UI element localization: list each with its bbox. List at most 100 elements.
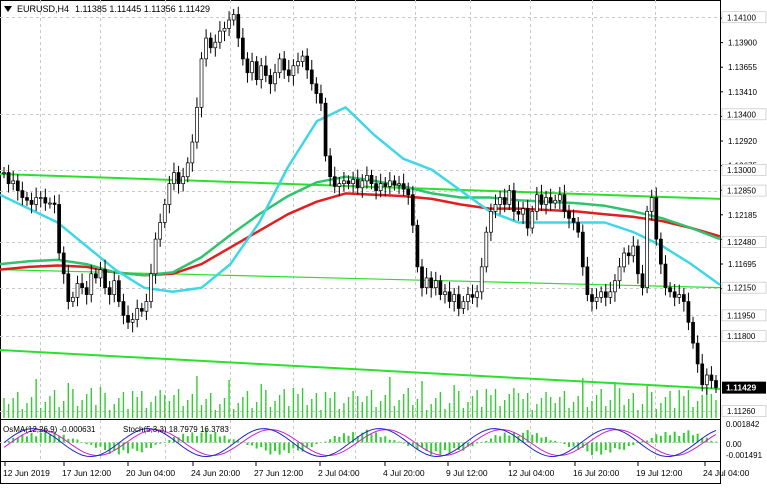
candle-body [204,37,208,60]
candle-body [640,273,645,289]
level-label: 1.13000 [727,166,756,175]
candle-body [691,321,695,344]
candle-body [608,291,613,298]
candle-body [695,342,700,365]
candle-body [66,273,71,302]
candle-body [507,190,512,205]
candle-body [43,197,48,204]
ohlc-values: 1.11385 1.11445 1.11356 1.11429 [75,4,210,14]
candle-body [663,263,668,289]
level-label-box [721,281,767,294]
candle-body [153,238,158,275]
level-label: 1.12850 [727,187,756,196]
candle-body [626,252,631,257]
candle-body [199,58,204,108]
candle-body [144,301,149,312]
level-label: 1.14100 [727,13,756,22]
osc-tick-label: 0.00 [726,440,742,449]
candle-body [672,291,677,298]
candle-body [365,174,369,182]
candle-body [126,315,130,323]
candle-body [323,102,328,157]
candle-body [512,190,516,212]
candle-body [34,197,39,205]
level-label: 1.13400 [727,110,756,119]
candle-body [378,183,383,191]
candle-body [590,294,594,302]
candle-body [84,287,89,295]
trendline [0,269,721,289]
candle-body [130,319,135,323]
candle-body [452,294,457,302]
candles [2,6,718,395]
candle-body [342,180,346,185]
candle-body [25,197,29,201]
price-tick-label: 1.12185 [728,211,757,220]
candle-body [567,211,571,219]
candle-body [530,211,535,229]
candle-body [80,283,84,289]
candle-body [337,183,342,187]
dropdown-triangle-icon[interactable] [4,6,12,12]
candle-body [309,69,314,85]
level-label-box [721,236,767,248]
candle-body [544,197,548,205]
candle-body [686,301,691,323]
candle-body [332,176,337,187]
price-tick-label: 1.13655 [728,63,757,72]
candle-body [346,180,351,185]
candle-body [466,294,470,302]
candle-body [438,280,443,295]
candle-body [29,199,34,205]
candle-body [585,266,590,295]
candle-body [213,41,218,49]
candle-body [410,194,415,226]
candle-body [360,180,365,189]
time-tick-label: 12 Jun 2019 [3,468,50,478]
trendline [0,172,721,200]
candle-body [613,280,617,293]
candle-body [52,202,57,205]
candle-body [139,308,144,312]
candle-body [15,180,20,191]
level-label-box [721,163,767,176]
candle-body [218,30,222,43]
candle-body [659,238,663,265]
candle-body [599,291,604,298]
moving-averages [0,106,721,294]
candle-body [539,194,544,205]
chart-header: EURUSD,H4 1.11385 1.11445 1.11356 1.1142… [4,4,210,14]
candle-body [195,107,199,143]
level-label: 1.12480 [727,238,756,247]
candle-body [181,176,185,185]
candle-body [456,294,461,309]
candle-body [38,197,43,199]
candle-body [2,172,6,174]
price-tick-label: 1.11695 [728,260,757,269]
candle-body [594,297,599,302]
candle-body [681,294,686,302]
candle-body [250,61,254,74]
candle-body [94,273,98,279]
candle-body [502,197,507,205]
oscillator-labels: OsMA(12,26,9) -0.000631 Stoch(5,3,3) 18.… [3,425,229,434]
candle-body [291,65,296,76]
candle-body [475,291,479,298]
candle-body [631,245,636,257]
candle-body [424,277,429,289]
candle-body [328,155,332,178]
candle-body [617,266,622,282]
candle-body [222,27,227,32]
candle-body [553,199,558,204]
current-price-label: 1.11429 [726,383,757,393]
level-label: 1.11950 [727,311,756,320]
candle-body [236,14,241,39]
level-label: 1.12150 [727,284,756,293]
time-tick-label: 2 Jul 04:00 [318,468,360,478]
candle-body [286,69,291,76]
candle-body [231,14,236,21]
candle-body [319,93,323,104]
candle-body [149,273,153,302]
